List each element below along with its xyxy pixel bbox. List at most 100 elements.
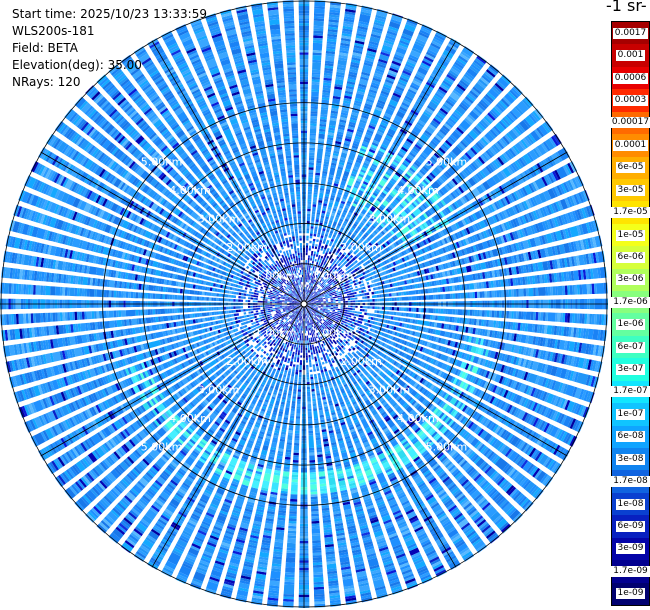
radar-gate-group [343, 101, 507, 265]
radar-gate-group [304, 35, 366, 305]
radar-gate-group [0, 306, 241, 326]
radar-gate-group [165, 68, 259, 225]
radar-gate-group [306, 310, 326, 368]
radar-gate-group [241, 472, 252, 487]
radar-gate-group [300, 257, 303, 265]
radar-gate-group [395, 177, 431, 213]
radar-gate-group [261, 316, 265, 319]
radar-gate-group [82, 310, 297, 504]
radar-gate-group [326, 329, 514, 537]
radar-gate-group [313, 307, 318, 310]
radar-gate-group [443, 459, 513, 535]
radar-gate-group [400, 438, 407, 445]
radar-ray [18, 304, 304, 436]
radar-gate-group [133, 45, 302, 300]
radar-ray [25, 304, 305, 450]
colorbar-cell: 1.7e-05 [611, 201, 650, 224]
radar-gate-group [347, 338, 512, 474]
radar-gate-group [357, 477, 367, 487]
radar-gate-group [175, 426, 182, 433]
radar-gate-group [438, 301, 446, 307]
radar-gate-group [321, 301, 344, 304]
radar-gate-group [310, 247, 321, 279]
radar-gate-group [104, 373, 242, 526]
radar-gate-group [310, 310, 354, 354]
radar-gate-group [4, 312, 247, 357]
radar-gate-group [315, 9, 372, 247]
radar-gate-group [129, 65, 261, 244]
radar-gate-group [237, 13, 287, 216]
radar-gate-group [226, 391, 277, 533]
radar-gate-group [159, 27, 280, 255]
radar-ray [117, 49, 304, 304]
radar-ray [304, 202, 601, 304]
radar-gate-group [250, 0, 295, 235]
radar-gate-group [239, 460, 247, 465]
radar-gate-group [362, 267, 601, 299]
radar-gate-group [40, 198, 257, 287]
radar-gate-group [339, 487, 347, 492]
radar-gate-group [309, 19, 385, 281]
ring-label: 4.00km [169, 412, 211, 425]
radar-gate-group [278, 255, 291, 276]
radar-gate-group [236, 11, 301, 286]
radar-gate-group [360, 366, 501, 522]
radar-gate-group [1, 308, 281, 374]
radar-gate-group [167, 42, 289, 274]
radar-gate-group [300, 84, 308, 217]
radar-gate-group [347, 317, 592, 402]
radar-gate-group [398, 192, 495, 251]
radar-gate-group [43, 338, 244, 458]
radar-ray [304, 304, 590, 436]
radar-gate-group [0, 250, 264, 299]
colorbar-cell: 1e-08 [612, 492, 649, 516]
radar-gate-group [298, 10, 310, 287]
radar-gate-group [31, 325, 254, 429]
radar-gate-group [530, 348, 535, 357]
radar-gate-group [340, 69, 516, 263]
radar-gate-group [397, 449, 407, 460]
radar-gate-group [316, 302, 366, 306]
radar-gate-group [335, 278, 361, 291]
radar-gate-group [265, 246, 270, 250]
colorbar-cell: 1e-09 [612, 582, 649, 605]
radar-gate-group [277, 253, 304, 304]
radar-gate-group [395, 185, 435, 223]
radar-gate-group [359, 151, 375, 176]
radar-gate-group [226, 463, 236, 473]
radar-gate-group [18, 172, 243, 278]
radar-gate-group [283, 232, 299, 281]
radar-gate-group [107, 86, 301, 301]
radar-gate-group [7, 219, 267, 295]
radar-gate-group [261, 487, 269, 492]
radar-gate-group [407, 433, 425, 453]
radar-ray [304, 7, 406, 304]
radar-gate-group [258, 285, 270, 292]
radar-gate-group [318, 316, 535, 513]
colorbar-tick-label: 6e-08 [615, 431, 646, 443]
radar-gate-group [251, 475, 261, 489]
radar-gate-group [306, 310, 319, 336]
ring-label: 2.00km [340, 241, 382, 254]
colorbar-cell: 0.0017 [612, 22, 649, 45]
radar-gate-group [313, 305, 599, 372]
radar-gate-group [27, 339, 233, 449]
radar-gate-group [317, 358, 390, 606]
radar-gate-group [317, 400, 358, 608]
radar-gate-group [59, 124, 304, 304]
ring-label: 3.00km [369, 213, 411, 226]
radar-gate-group [345, 468, 356, 485]
radar-gate-group [261, 468, 272, 489]
radar-gate-group [312, 250, 344, 293]
colorbar-tick-label: 0.0001 [612, 139, 649, 151]
radar-gate-group [305, 316, 309, 339]
radar-gate-group [433, 407, 439, 414]
radar-gate-group [239, 278, 298, 302]
radar-gate-group [190, 340, 291, 589]
ring-label: 5.00km [141, 440, 183, 453]
radar-gate-group [316, 245, 331, 276]
radar-gate-group [162, 353, 280, 575]
radar-gate-group [312, 331, 315, 335]
radar-gate-group [252, 330, 301, 597]
colorbar-cell: 1.7e-06 [611, 291, 650, 314]
